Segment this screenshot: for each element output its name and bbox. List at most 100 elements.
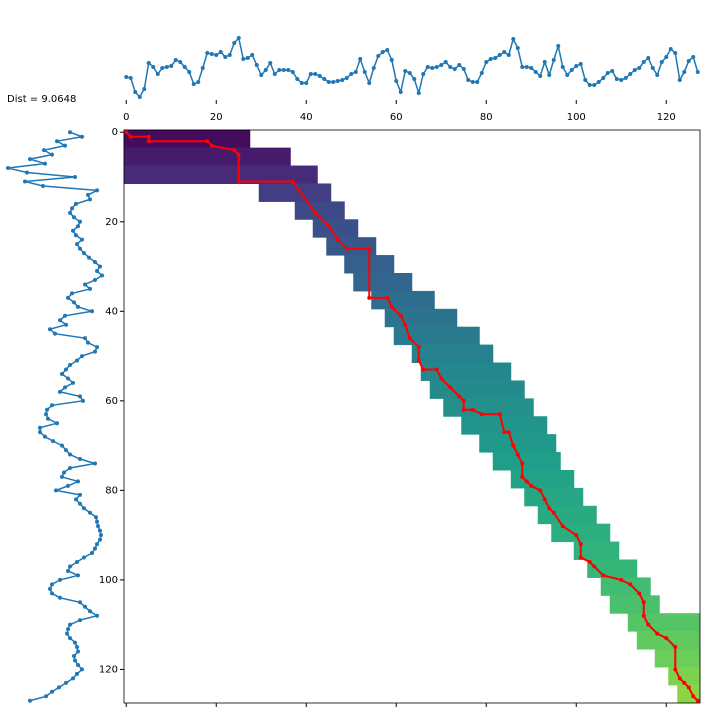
point xyxy=(76,224,80,229)
path-point xyxy=(524,479,529,484)
path-point xyxy=(619,577,624,582)
point xyxy=(63,313,67,318)
heatmap-cell xyxy=(492,452,561,471)
x-tick-label: 0 xyxy=(123,112,129,123)
path-point xyxy=(344,246,349,251)
path-point xyxy=(367,246,372,251)
point xyxy=(272,72,277,76)
x-tick-label: 120 xyxy=(657,112,676,123)
path-point xyxy=(673,667,678,672)
point xyxy=(493,56,498,60)
point xyxy=(349,72,354,76)
point xyxy=(98,264,102,269)
point xyxy=(416,91,421,95)
point xyxy=(497,53,502,57)
point xyxy=(68,465,72,470)
point xyxy=(43,434,47,439)
path-point xyxy=(367,295,372,300)
point xyxy=(99,533,103,538)
path-point xyxy=(655,631,660,636)
x-tick-label: 60 xyxy=(390,112,403,123)
point xyxy=(88,286,92,291)
point xyxy=(95,613,99,618)
point xyxy=(542,60,547,64)
point xyxy=(41,183,45,188)
point xyxy=(50,152,54,157)
point xyxy=(308,72,313,76)
heatmap-cell xyxy=(258,183,332,202)
point xyxy=(155,72,160,76)
point xyxy=(95,269,99,274)
point xyxy=(78,219,82,224)
point xyxy=(619,78,624,82)
point xyxy=(81,398,85,403)
point xyxy=(331,80,336,84)
path-point xyxy=(578,542,583,547)
path-point xyxy=(515,452,520,457)
path-point xyxy=(578,555,583,560)
point xyxy=(88,510,92,515)
point xyxy=(290,70,295,74)
point xyxy=(78,618,82,623)
point xyxy=(479,71,484,75)
point xyxy=(358,57,363,61)
point xyxy=(655,73,660,77)
path-point xyxy=(529,483,534,488)
point xyxy=(313,72,318,76)
point xyxy=(23,179,27,184)
point xyxy=(58,577,62,582)
point xyxy=(637,66,642,70)
point xyxy=(128,76,133,80)
point xyxy=(470,80,475,84)
path-point xyxy=(628,582,633,587)
point xyxy=(75,559,79,564)
point xyxy=(245,56,250,60)
point xyxy=(74,201,78,206)
point xyxy=(425,65,430,69)
path-point xyxy=(407,336,412,341)
point xyxy=(178,60,183,64)
point xyxy=(88,197,92,202)
point xyxy=(87,255,91,260)
path-point xyxy=(461,407,466,412)
point xyxy=(66,483,70,488)
point xyxy=(461,67,466,71)
y-tick-label: 100 xyxy=(99,575,118,586)
point xyxy=(45,407,49,412)
point xyxy=(628,72,633,76)
point xyxy=(236,36,241,40)
path-point xyxy=(403,322,408,327)
path-point xyxy=(574,533,579,538)
point xyxy=(80,354,84,359)
point xyxy=(48,327,52,332)
point xyxy=(93,546,97,551)
point xyxy=(63,143,67,148)
path-point xyxy=(547,506,552,511)
path-point xyxy=(592,564,597,569)
point xyxy=(317,74,322,78)
point xyxy=(443,60,448,64)
heatmap-cell xyxy=(411,344,494,364)
heatmap-cell xyxy=(123,147,291,167)
point xyxy=(71,676,75,681)
point xyxy=(295,77,300,81)
point xyxy=(632,68,637,72)
point xyxy=(82,506,86,511)
path-point xyxy=(560,524,565,529)
path-point xyxy=(209,143,214,148)
point xyxy=(68,363,72,368)
point xyxy=(623,76,628,80)
point xyxy=(227,53,232,57)
path-point xyxy=(502,430,507,435)
path-point xyxy=(497,412,502,417)
point xyxy=(58,595,62,600)
point xyxy=(574,64,579,68)
path-point xyxy=(677,676,682,681)
point xyxy=(133,90,138,94)
point xyxy=(83,282,87,287)
point xyxy=(93,461,97,466)
point xyxy=(83,604,87,609)
point xyxy=(55,421,59,426)
x-tick-label: 100 xyxy=(567,112,586,123)
path-point xyxy=(335,237,340,242)
